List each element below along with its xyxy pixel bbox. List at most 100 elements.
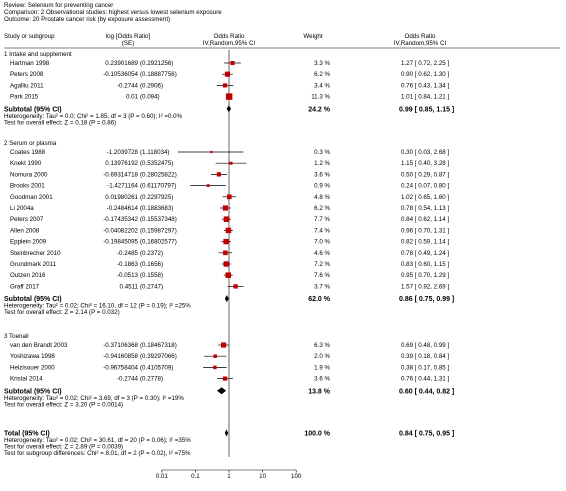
study-se: (0.1558) [140,272,163,279]
study-name: Park 2015 [10,94,39,101]
col-header-logor: log [Odds Ratio] [106,33,151,40]
study-se: (0.15537348) [140,216,177,223]
effect-square [222,83,228,88]
overall-effect-text: Test for overall effect: Z = 0.18 (P = 0… [4,119,116,126]
study-weight: 3.6 % [314,171,330,178]
study-name: Kristal 2014 [10,376,43,383]
subgroup-differences-text: Test for subgroup differences: Chi² = 8.… [4,450,191,457]
effect-square [225,93,233,100]
study-weight: 3.6 % [314,376,330,383]
study-ci-text: 0.76 [ 0.44, 1.31 ] [401,376,449,383]
subtotal-diamond [217,387,227,395]
study-se: (0.2372) [140,250,163,257]
effect-square [213,354,218,358]
subtotal-ci-text: 0.60 [ 0.44, 0.82 ] [399,388,454,395]
total-diamond [224,429,229,437]
col-header-study: Study or subgroup [4,33,55,40]
study-se: (0.5352475) [140,160,173,167]
study-se: (0.4105709) [140,364,173,371]
study-logor: -0.2744 [117,82,139,89]
subtotal-diamond [226,105,232,113]
study-ci-text: 1.01 [ 0.84, 1.21 ] [401,94,449,101]
total-heterogeneity-text: Heterogeneity: Tau² = 0.02; Chi² = 30.61… [4,437,191,444]
study-se: (0.2747) [140,283,163,290]
study-se: (0.2906) [140,82,163,89]
study-ci-text: 1.02 [ 0.65, 1.60 ] [401,194,449,201]
study-logor: -0.94160858 [103,353,138,360]
study-weight: 3.3 % [314,60,330,67]
study-se: (0.28025822) [140,171,177,178]
study-logor: 0.23901689 [105,60,138,67]
study-name: van den Brandt 2003 [10,342,68,349]
study-name: Knekt 1990 [10,160,42,167]
study-ci-text: 0.82 [ 0.59, 1.14 ] [401,239,449,246]
effect-square [206,184,210,188]
study-se: (0.2921256) [140,60,173,67]
outcome-title: Outcome: 20 Prostate cancer risk (by exp… [4,16,171,23]
total-weight: 100.0 % [304,431,330,438]
effect-square [223,238,229,245]
study-name: Li 2004a [10,205,34,212]
study-ci-text: 1.27 [ 0.72, 2.25 ] [401,60,449,67]
study-logor: -0.37106368 [103,342,138,349]
heterogeneity-text: Heterogeneity: Tau² = 0.02; Chi² = 3.69,… [4,395,184,402]
study-name: Coates 1988 [10,149,46,156]
study-name: Steinbrecher 2010 [10,250,61,257]
study-logor: -1.2039728 [107,149,139,156]
subtotal-ci-text: 0.86 [ 0.75, 0.99 ] [399,296,454,303]
study-weight: 6.2 % [314,205,330,212]
heterogeneity-text: Heterogeneity: Tau² = 0.0; Chi² = 1.85, … [4,113,183,120]
study-ci-text: 0.96 [ 0.70, 1.31 ] [401,227,449,234]
x-tick-label: 0.01 [156,473,169,480]
study-weight: 1.9 % [314,364,330,371]
study-ci-text: 0.30 [ 0.03, 2.68 ] [401,149,449,156]
col-header-or-text: Odds Ratio [405,33,437,40]
heterogeneity-text: Heterogeneity: Tau² = 0.02; Chi² = 16.10… [4,303,191,310]
effect-square [233,284,238,289]
study-logor: -0.69314718 [103,171,138,178]
study-ci-text: 0.38 [ 0.17, 0.85 ] [401,364,449,371]
study-name: Graff 2017 [10,283,40,290]
effect-square [213,365,217,370]
study-logor: -0.17435342 [103,216,138,223]
study-ci-text: 0.78 [ 0.54, 1.13 ] [401,205,449,212]
study-logor: -0.2485 [117,250,139,257]
effect-square [216,172,222,177]
subgroup-title: 2 Serum or plasma [4,140,57,147]
study-logor: -0.96758404 [103,364,138,371]
effect-square [223,261,229,267]
study-name: Hartman 1998 [10,60,50,67]
study-logor: -0.1863 [117,261,139,268]
effect-square [226,194,232,200]
effect-square [230,60,235,66]
study-weight: 4.8 % [314,194,330,201]
study-name: Outzen 2016 [10,272,46,279]
overall-effect-text: Test for overall effect: Z = 2.14 (P = 0… [4,309,120,316]
col-header-weight: Weight [303,33,322,40]
study-ci-text: 1.57 [ 0.92, 2.69 ] [401,283,449,290]
study-se: (0.61170797) [140,183,176,190]
study-name: Helzlsouer 2000 [10,364,55,371]
study-weight: 6.2 % [314,71,330,78]
subtotal-label: Subtotal (95% CI) [4,388,62,395]
effect-square [229,161,233,165]
study-ci-text: 0.84 [ 0.62, 1.14 ] [401,216,449,223]
study-weight: 0.9 % [314,183,330,190]
study-se: (0.16802577) [140,239,177,246]
study-logor: 0.13976192 [105,160,138,167]
subtotal-diamond [224,295,229,303]
x-tick-label: 1 [227,473,231,480]
overall-effect-text: Test for overall effect: Z = 3.20 (P = 0… [4,401,123,408]
study-ci-text: 0.78 [ 0.49, 1.24 ] [401,250,449,257]
study-weight: 6.3 % [314,342,330,349]
study-weight: 7.6 % [314,272,330,279]
study-weight: 7.0 % [314,239,330,246]
study-ci-text: 0.39 [ 0.18, 0.84 ] [401,353,449,360]
study-weight: 4.6 % [314,250,330,257]
total-overall-effect-text: Test for overall effect: Z = 2.89 (P = 0… [4,444,123,451]
study-weight: 7.2 % [314,261,330,268]
study-name: Peters 2008 [10,71,44,78]
study-weight: 1.2 % [314,160,330,167]
study-ci-text: 0.24 [ 0.07, 0.80 ] [401,183,449,190]
study-logor: -0.19845095 [103,239,138,246]
